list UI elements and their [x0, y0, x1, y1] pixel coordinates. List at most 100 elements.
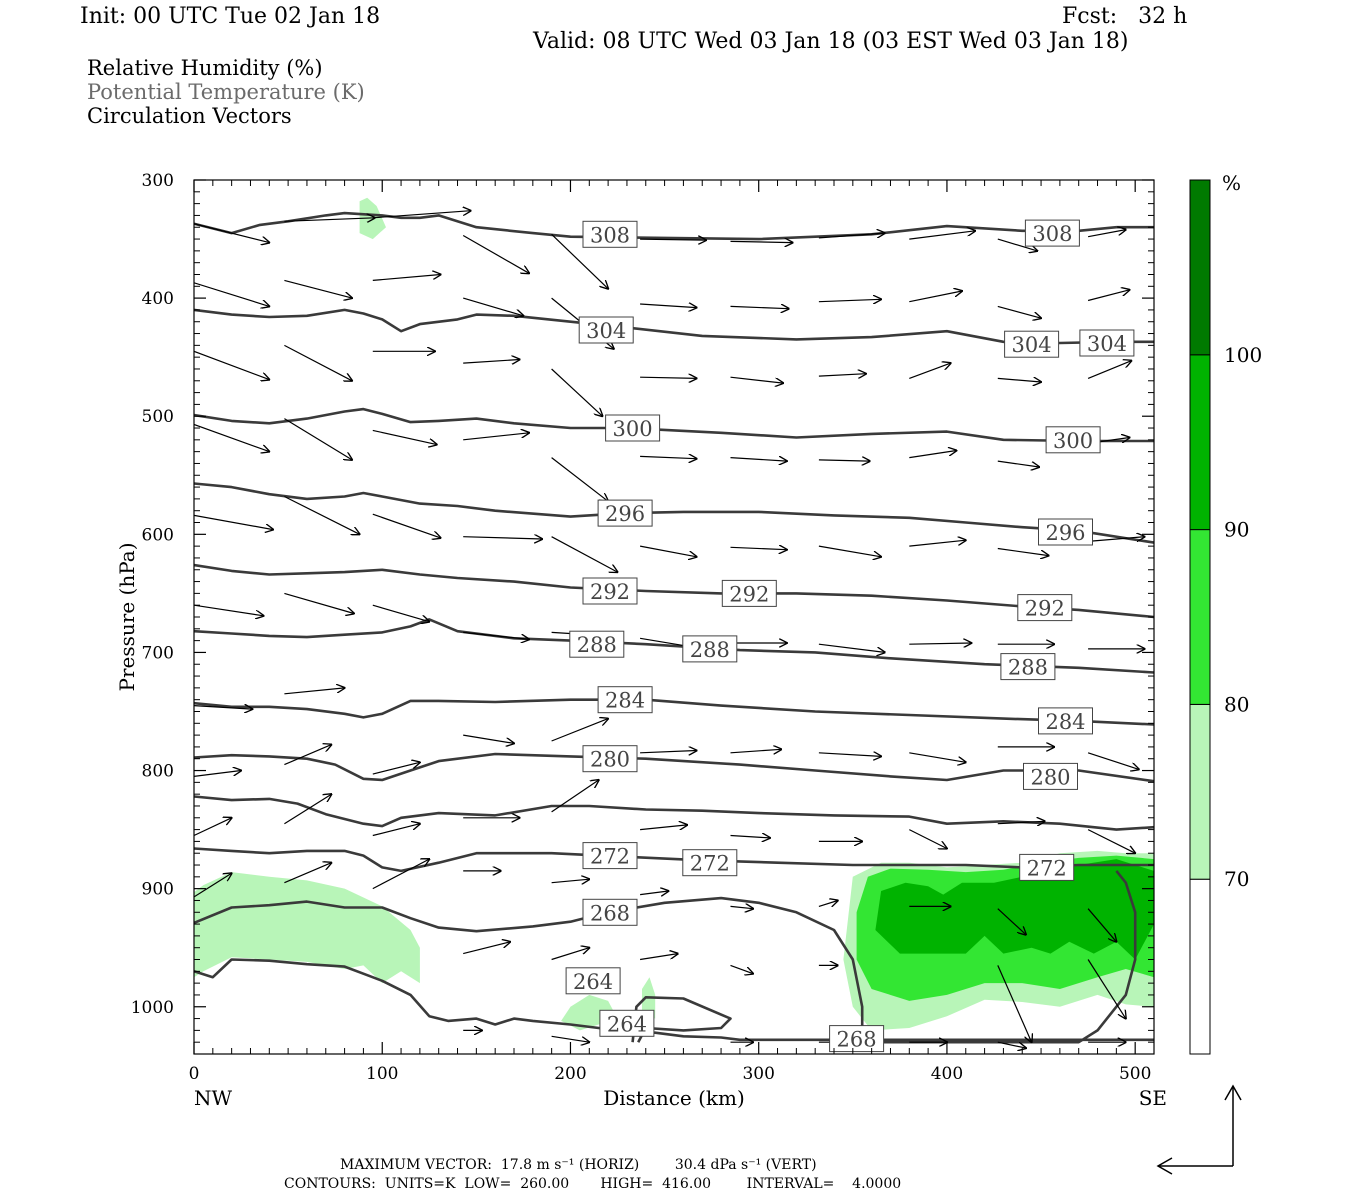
theta-label-text: 296 [1045, 521, 1085, 545]
color-bar-bin [1189, 703, 1211, 880]
circulation-vector [997, 1041, 1026, 1048]
theta-label-text: 292 [1025, 597, 1065, 621]
circulation-vector [997, 238, 1038, 251]
circulation-vector [463, 631, 529, 639]
circulation-vector [997, 305, 1041, 318]
theta-contour-280-7 [194, 752, 1154, 783]
circulation-vector [730, 836, 771, 838]
circulation-vector [463, 734, 514, 743]
reference-vector-icon [1156, 1084, 1242, 1175]
circulation-vectors [194, 211, 1145, 1048]
circulation-vector [818, 460, 870, 461]
legend-relative-humidity: Relative Humidity (%) [87, 56, 323, 80]
circulation-vector [284, 279, 352, 298]
circulation-vector [284, 592, 354, 613]
circulation-vector [997, 378, 1041, 382]
theta-label-text: 264 [607, 1012, 647, 1036]
color-bar-unit: % [1222, 171, 1241, 195]
theta-label-text: 288 [577, 633, 617, 657]
circulation-vector [730, 306, 789, 308]
theta-label-text: 296 [605, 502, 645, 526]
theta-contour-268-10 [194, 870, 1137, 1044]
theta-contour-276-8 [194, 795, 1154, 831]
circulation-vector [463, 537, 542, 539]
circulation-vector [551, 457, 609, 502]
theta-contour-300-2 [194, 407, 1154, 443]
theta-contour-264-12 [631, 996, 732, 1043]
theta-contours [194, 211, 1154, 1044]
theta-label-text: 268 [837, 1028, 877, 1052]
circulation-vector [284, 344, 352, 380]
circulation-vector [194, 223, 269, 243]
circulation-vector [818, 901, 838, 907]
circulation-vector [194, 423, 269, 452]
circulation-vector [639, 545, 697, 557]
circulation-vector [730, 906, 754, 908]
circulation-vector [818, 233, 885, 239]
theta-contour-264-11 [194, 958, 1154, 1042]
theta-label-280: 280 [582, 745, 638, 773]
circulation-vector [997, 821, 1045, 823]
circulation-vector [372, 762, 420, 775]
circulation-vector [818, 545, 881, 557]
circulation-vector [997, 908, 1026, 935]
legend-potential-temperature: Potential Temperature (K) [87, 80, 365, 104]
theta-label-304: 304 [578, 316, 634, 344]
x-end-label-left: NW [194, 1086, 233, 1110]
color-bar-label: 80 [1224, 692, 1249, 716]
x-tick-label: 300 [742, 1064, 774, 1084]
circulation-vector [284, 745, 331, 766]
circulation-vector [372, 211, 471, 219]
circulation-vector [551, 233, 609, 288]
theta-label-300: 300 [605, 414, 661, 442]
color-bar-bin [1189, 878, 1211, 1055]
theta-label-text: 280 [1030, 765, 1070, 789]
circulation-vector [1088, 537, 1145, 542]
circulation-vector [640, 825, 687, 831]
theta-label-296: 296 [597, 499, 653, 527]
circulation-vector [818, 374, 866, 376]
circulation-vector [194, 350, 269, 379]
theta-contour-304-1 [194, 308, 1154, 345]
valid-time: Valid: 08 UTC Wed 03 Jan 18 (03 EST Wed … [533, 29, 1129, 54]
theta-contour-296-3 [194, 482, 1154, 544]
theta-label-268: 268 [829, 1025, 885, 1053]
circulation-vector [909, 643, 971, 644]
circulation-vector [551, 719, 609, 742]
circulation-vector [372, 604, 430, 622]
circulation-vector [284, 495, 359, 535]
x-end-label-right: SE [1139, 1086, 1167, 1110]
circulation-vector [551, 1035, 590, 1042]
circulation-vector [818, 643, 885, 652]
circulation-vector [640, 954, 678, 961]
circulation-vector [463, 360, 519, 364]
circulation-vector [194, 818, 232, 837]
y-tick-label: 500 [142, 407, 174, 427]
circulation-vector [909, 231, 975, 240]
y-axis-title: Pressure (hPa) [115, 543, 139, 692]
theta-contour-labels: 308 308 304 304 304 300 300 296 296 292 292 292 288 2… [565, 219, 1135, 1053]
circulation-vector [551, 536, 618, 572]
x-tick-label: 400 [931, 1064, 963, 1084]
circulation-vector [909, 363, 950, 379]
circulation-vector [1087, 959, 1126, 1019]
x-tick-label: 0 [189, 1064, 200, 1084]
theta-contour-292-4 [194, 563, 1154, 619]
circulation-vector [730, 749, 782, 753]
circulation-vector [640, 751, 697, 753]
theta-label-288: 288 [682, 635, 738, 663]
color-bar-label: 90 [1224, 518, 1249, 542]
x-tick-label: 200 [554, 1064, 586, 1084]
rh-region-70-0 [194, 872, 420, 984]
x-tick-label: 500 [1119, 1064, 1151, 1084]
circulation-vector [997, 460, 1039, 467]
circulation-vector [551, 368, 603, 416]
theta-label-text: 292 [729, 582, 769, 606]
theta-label-text: 284 [1045, 710, 1085, 734]
contour-info-note: CONTOURS: UNITS=K LOW= 260.00 HIGH= 416.… [284, 1176, 902, 1192]
circulation-vector [1087, 361, 1131, 379]
theta-label-304: 304 [1079, 329, 1135, 357]
maximum-vector-note: MAXIMUM VECTOR: 17.8 m s⁻¹ (HORIZ) 30.4 … [340, 1157, 817, 1173]
theta-label-text: 308 [590, 223, 630, 247]
